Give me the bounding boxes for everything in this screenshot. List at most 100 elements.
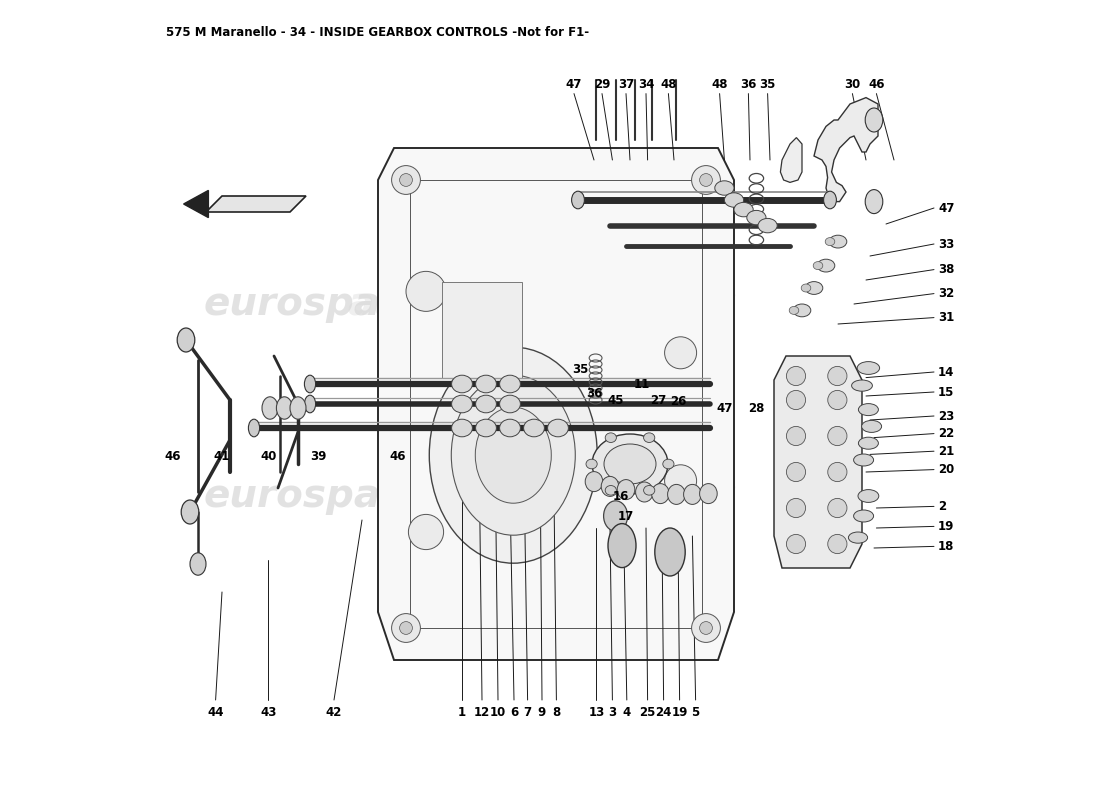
Text: 36: 36: [586, 387, 602, 400]
Ellipse shape: [475, 395, 496, 413]
Ellipse shape: [608, 524, 636, 568]
Circle shape: [828, 462, 847, 482]
Text: 45: 45: [607, 394, 624, 406]
Text: 26: 26: [670, 395, 686, 408]
Text: 575 M Maranello - 34 - INSIDE GEARBOX CONTROLS -Not for F1-: 575 M Maranello - 34 - INSIDE GEARBOX CO…: [166, 26, 590, 38]
Text: 38: 38: [938, 263, 955, 276]
Ellipse shape: [747, 210, 766, 225]
Text: 40: 40: [261, 450, 276, 462]
Text: 10: 10: [490, 706, 506, 718]
Ellipse shape: [683, 484, 701, 504]
Text: 14: 14: [938, 366, 955, 378]
Text: 32: 32: [938, 287, 955, 300]
Circle shape: [392, 166, 420, 194]
Ellipse shape: [851, 380, 872, 391]
Polygon shape: [184, 190, 208, 218]
Text: 30: 30: [845, 78, 860, 90]
Text: 6: 6: [510, 706, 518, 718]
Circle shape: [692, 614, 720, 642]
Ellipse shape: [451, 375, 575, 535]
Ellipse shape: [429, 347, 597, 563]
Ellipse shape: [644, 486, 654, 495]
Circle shape: [664, 465, 696, 497]
Ellipse shape: [592, 434, 668, 494]
Ellipse shape: [801, 284, 811, 292]
Ellipse shape: [824, 191, 836, 209]
Text: 22: 22: [938, 427, 955, 440]
Ellipse shape: [817, 259, 835, 272]
Ellipse shape: [262, 397, 278, 419]
Ellipse shape: [276, 397, 293, 419]
Text: eurospares: eurospares: [491, 477, 737, 515]
Ellipse shape: [866, 190, 883, 214]
Circle shape: [700, 622, 713, 634]
Ellipse shape: [857, 362, 880, 374]
Ellipse shape: [758, 218, 778, 233]
Text: 35: 35: [759, 78, 775, 90]
Text: 9: 9: [538, 706, 546, 718]
Ellipse shape: [249, 419, 260, 437]
Polygon shape: [814, 98, 878, 202]
Text: 39: 39: [310, 450, 327, 462]
Ellipse shape: [604, 501, 628, 531]
Ellipse shape: [177, 328, 195, 352]
Text: 13: 13: [588, 706, 605, 718]
Ellipse shape: [604, 444, 656, 484]
Ellipse shape: [805, 282, 823, 294]
Ellipse shape: [854, 510, 873, 522]
Ellipse shape: [854, 454, 873, 466]
Ellipse shape: [475, 375, 496, 393]
Text: 46: 46: [868, 78, 884, 90]
Text: 47: 47: [565, 78, 582, 90]
Ellipse shape: [651, 483, 669, 504]
Ellipse shape: [829, 235, 847, 248]
Ellipse shape: [861, 421, 881, 432]
Ellipse shape: [734, 202, 754, 217]
Ellipse shape: [644, 433, 654, 442]
Polygon shape: [780, 138, 802, 182]
Text: 20: 20: [938, 463, 955, 476]
Ellipse shape: [524, 419, 544, 437]
Text: 33: 33: [938, 238, 955, 250]
Text: 11: 11: [634, 378, 650, 390]
Text: 5: 5: [692, 706, 700, 718]
Text: 42: 42: [326, 706, 342, 718]
Ellipse shape: [825, 238, 835, 246]
Text: 44: 44: [208, 706, 224, 718]
Circle shape: [692, 166, 720, 194]
Ellipse shape: [866, 108, 883, 132]
Text: 25: 25: [639, 706, 656, 718]
Text: 46: 46: [164, 450, 180, 462]
Circle shape: [399, 622, 412, 634]
Ellipse shape: [548, 419, 569, 437]
Circle shape: [392, 614, 420, 642]
Text: 47: 47: [716, 402, 733, 414]
Text: 15: 15: [938, 386, 955, 398]
Text: 41: 41: [213, 450, 230, 462]
Text: 21: 21: [938, 445, 955, 458]
Ellipse shape: [572, 191, 584, 209]
Ellipse shape: [725, 193, 744, 207]
Ellipse shape: [190, 553, 206, 575]
Text: 12: 12: [474, 706, 491, 718]
Ellipse shape: [452, 419, 472, 437]
Text: 8: 8: [552, 706, 561, 718]
Polygon shape: [774, 356, 862, 568]
Text: 27: 27: [650, 394, 667, 406]
Text: 37: 37: [618, 78, 634, 90]
Ellipse shape: [813, 262, 823, 270]
Bar: [410, 180, 702, 628]
Polygon shape: [378, 148, 734, 660]
Text: 48: 48: [660, 78, 676, 90]
Ellipse shape: [602, 476, 619, 496]
Text: 28: 28: [748, 402, 764, 414]
Text: 2: 2: [938, 500, 946, 513]
Text: 4: 4: [623, 706, 631, 718]
Circle shape: [406, 271, 446, 311]
Ellipse shape: [499, 419, 520, 437]
Ellipse shape: [858, 490, 879, 502]
Circle shape: [828, 390, 847, 410]
Ellipse shape: [793, 304, 811, 317]
Ellipse shape: [663, 459, 674, 469]
Circle shape: [399, 174, 412, 186]
